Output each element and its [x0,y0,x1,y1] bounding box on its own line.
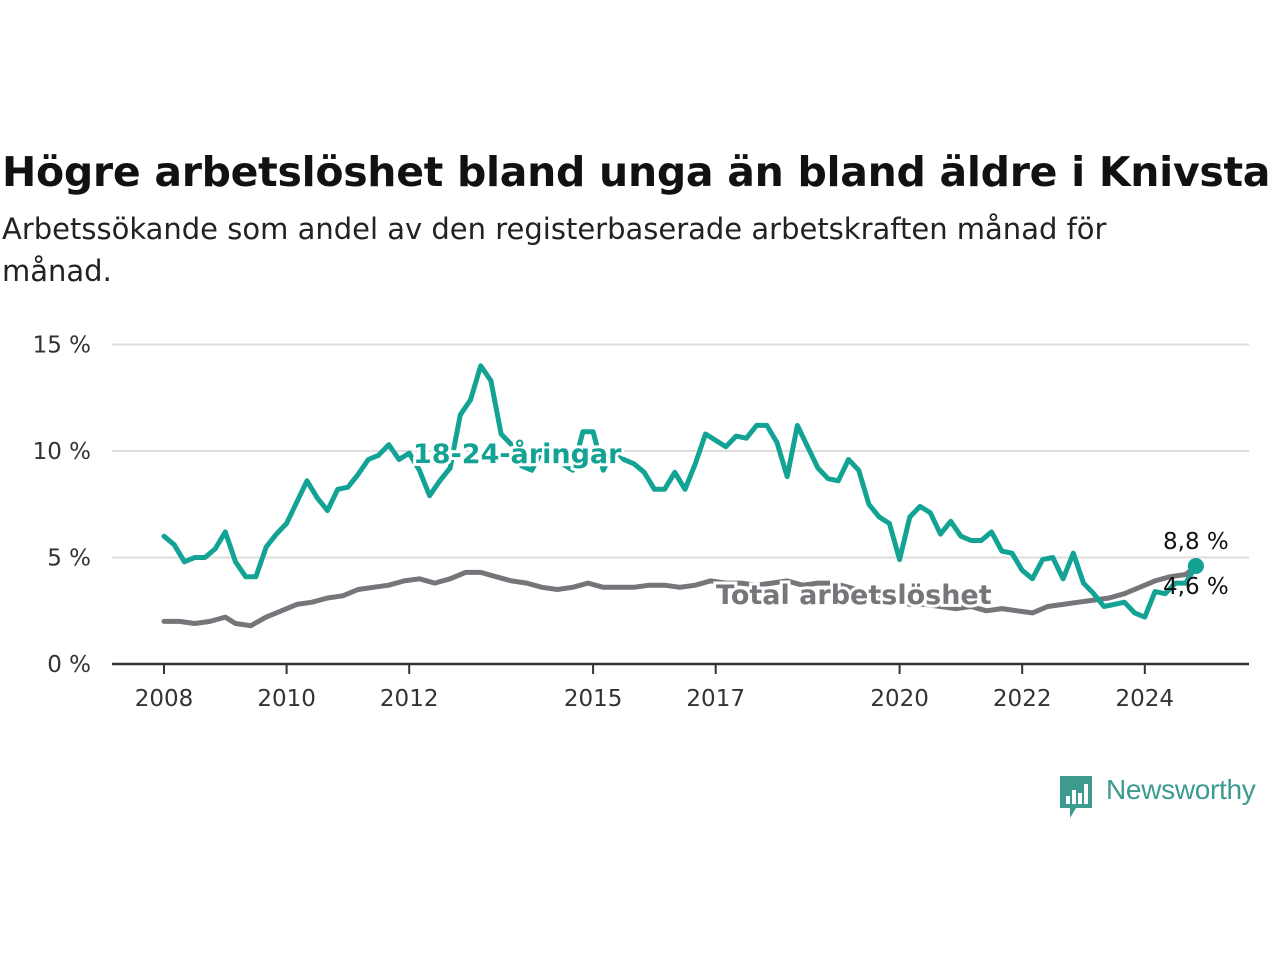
y-axis-tick-labels: 0 % 5 % 10 % 15 % [33,333,91,679]
x-axis-ticks: 2008 2010 2012 2015 2017 2020 2022 2024 [135,664,1174,712]
brand-name: Newsworthy [1106,774,1256,805]
line-chart: 0 %5 %10 %15 % 2008 2010 2012 2015 2017 2020 2… [33,333,1249,712]
bar-chart-speech-bubble-icon [1060,776,1092,818]
chart-title: Högre arbetslöshet bland unga än bland ä… [2,148,1271,196]
chart-subtitle: Arbetssökande som andel av den registerb… [2,212,1107,288]
series-line-total [161,563,1199,629]
x-tick-label: 2017 [686,686,745,712]
series-label-total: Total arbetslöshet [716,580,992,611]
y-tick-label: 0 % [47,652,91,678]
series-endpoint-youth [1187,558,1204,575]
x-tick-label: 2012 [380,686,439,712]
series-labels: 18-24-åringar Total arbetslöshet 8,8 % 4,6 … [410,435,1229,614]
y-tick-label: 5 % [47,546,91,572]
y-tick-label: 15 % [33,333,91,359]
series-line-youth [161,363,1199,620]
x-tick-label: 2024 [1116,686,1175,712]
end-value-label-youth: 8,8 % [1163,529,1229,555]
newsworthy-logo: Newsworthy [1058,772,1280,820]
y-tick-label: 10 % [33,439,91,465]
series-lines [161,363,1204,629]
end-value-label-total: 4,6 % [1163,574,1229,600]
x-tick-label: 2008 [135,686,194,712]
x-tick-label: 2015 [564,686,623,712]
y-gridlines [112,343,1249,559]
x-tick-label: 2020 [870,686,929,712]
x-tick-label: 2010 [257,686,316,712]
series-label-youth: 18-24-åringar [413,438,622,470]
x-tick-label: 2022 [993,686,1052,712]
